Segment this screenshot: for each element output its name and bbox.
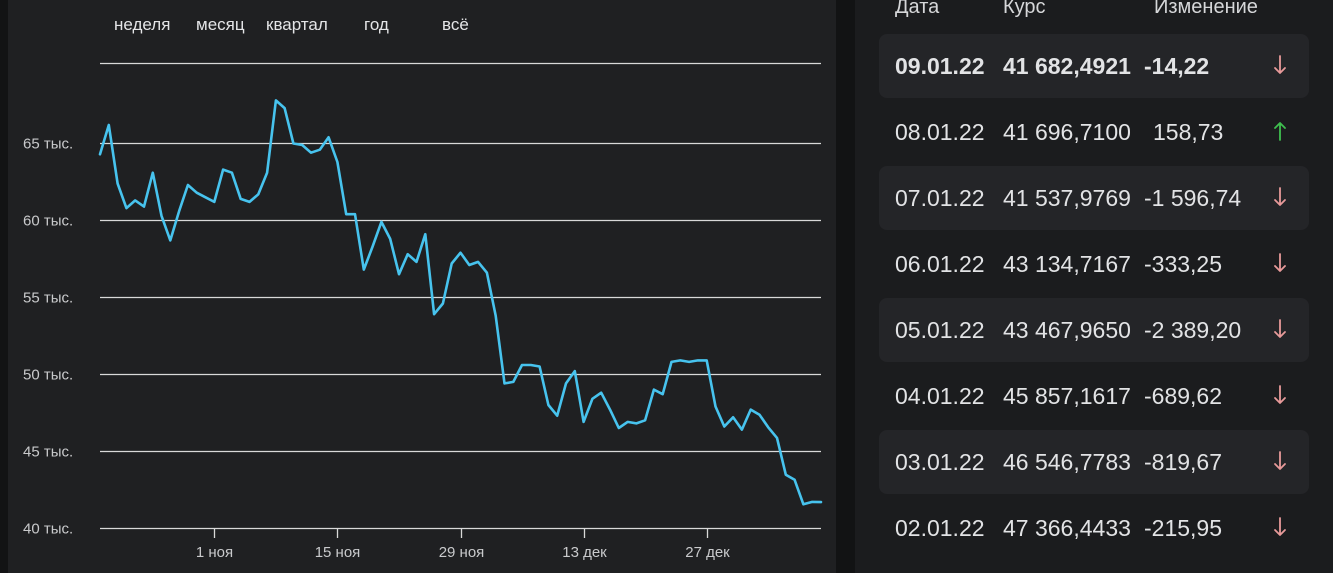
arrow-down-icon [1274, 319, 1286, 338]
table-header: Дата Курс Изменение [855, 0, 1333, 26]
rate-series-line [98, 99, 823, 506]
arrow-up-icon [1274, 122, 1286, 141]
cell-date: 05.01.22 [895, 317, 985, 343]
cell-date: 07.01.22 [895, 185, 985, 211]
y-tick-label: 65 тыс. [23, 136, 73, 153]
x-tick-label: 1 ноя [196, 544, 233, 561]
range-tabs: неделя месяц квартал год всё [8, 15, 608, 39]
cell-date: 02.01.22 [895, 515, 985, 541]
cell-change: -2 389,20 [1144, 317, 1242, 343]
y-tick-label: 55 тыс. [23, 290, 73, 307]
cell-rate: 45 857,1617 [1003, 383, 1131, 409]
cell-date: 06.01.22 [895, 251, 985, 277]
header-date: Дата [895, 0, 940, 18]
cell-rate: 47 366,4433 [1003, 515, 1131, 541]
x-tick-label: 29 ноя [439, 544, 485, 561]
cell-change: -215,95 [1144, 515, 1223, 541]
cell-date: 08.01.22 [895, 119, 985, 145]
arrow-down-icon [1274, 517, 1286, 536]
cell-change: -333,25 [1144, 251, 1223, 277]
range-tab-year[interactable]: год [364, 15, 389, 34]
table-row[interactable]: 07.01.22 41 537,9769 -1 596,74 [879, 166, 1309, 230]
cell-rate: 43 134,7167 [1003, 251, 1131, 277]
cell-date: 04.01.22 [895, 383, 985, 409]
table-row[interactable]: 05.01.22 43 467,9650 -2 389,20 [879, 298, 1309, 362]
arrow-down-icon [1274, 253, 1286, 272]
range-tab-quarter[interactable]: квартал [266, 15, 328, 34]
arrow-down-icon [1274, 55, 1286, 74]
x-tick-label: 27 дек [685, 544, 730, 561]
cell-rate: 41 696,7100 [1003, 119, 1131, 145]
cell-rate: 41 537,9769 [1003, 185, 1131, 211]
table-row[interactable]: 06.01.22 43 134,7167 -333,25 [879, 232, 1309, 296]
chart-panel: неделя месяц квартал год всё 40 тыс. 45 т… [8, 0, 836, 573]
y-tick-label: 60 тыс. [23, 213, 73, 230]
range-tab-month[interactable]: месяц [196, 15, 245, 34]
header-change: Изменение [1154, 0, 1258, 18]
x-tick-label: 15 ноя [315, 544, 361, 561]
table-row[interactable]: 02.01.22 47 366,4433 -215,95 [879, 496, 1309, 560]
y-tick-label: 50 тыс. [23, 367, 73, 384]
cell-change: 158,73 [1153, 119, 1224, 145]
cell-change: -689,62 [1144, 383, 1223, 409]
line-chart: 40 тыс. 45 тыс. 50 тыс. 55 тыс. 60 тыс. 65 ты… [23, 62, 823, 561]
cell-date: 09.01.22 [895, 53, 985, 79]
arrow-down-icon [1274, 187, 1286, 206]
table-row[interactable]: 08.01.22 41 696,7100 158,73 [879, 100, 1309, 164]
cell-change: -1 596,74 [1144, 185, 1242, 211]
range-tab-week[interactable]: неделя [114, 15, 171, 34]
cell-change: -14,22 [1144, 53, 1210, 79]
arrow-down-icon [1274, 385, 1286, 404]
table-row[interactable]: 03.01.22 46 546,7783 -819,67 [879, 430, 1309, 494]
arrow-down-icon [1274, 451, 1286, 470]
cell-rate: 46 546,7783 [1003, 449, 1131, 475]
cell-rate: 41 682,4921 [1003, 53, 1131, 79]
y-tick-label: 45 тыс. [23, 444, 73, 461]
cell-rate: 43 467,9650 [1003, 317, 1131, 343]
rate-history-table: Дата Курс Изменение 09.01.22 41 682,4921-… [855, 0, 1333, 573]
cell-change: -819,67 [1144, 449, 1223, 475]
table-row[interactable]: 04.01.22 45 857,1617 -689,62 [879, 364, 1309, 428]
table-row[interactable]: 09.01.22 41 682,4921 -14,22 [879, 34, 1309, 98]
header-rate: Курс [1003, 0, 1046, 18]
cell-date: 03.01.22 [895, 449, 985, 475]
x-tick-label: 13 дек [562, 544, 607, 561]
range-tab-all[interactable]: всё [442, 15, 469, 34]
y-tick-label: 40 тыс. [23, 521, 73, 538]
